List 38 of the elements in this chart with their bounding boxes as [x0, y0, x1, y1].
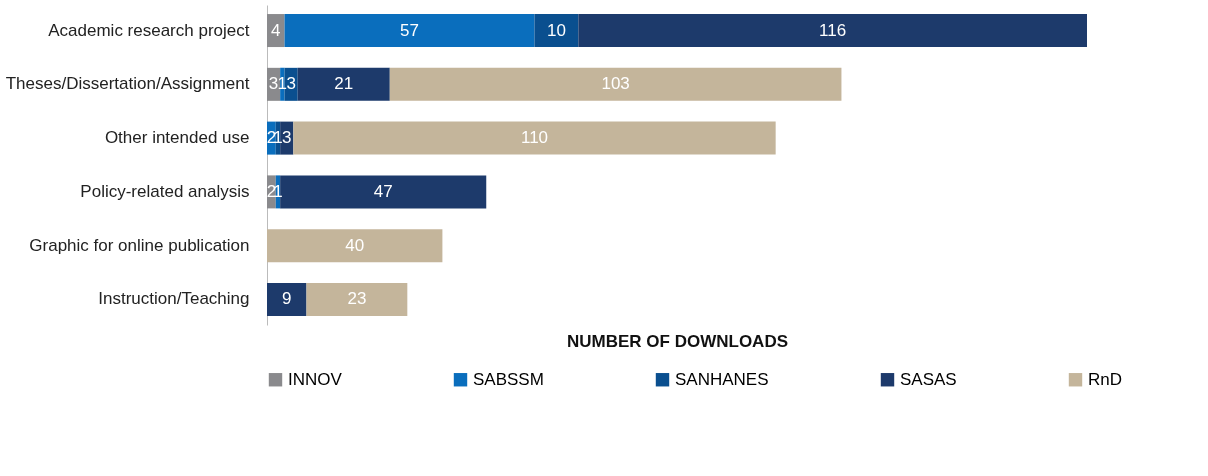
- data-label: 103: [601, 74, 630, 94]
- bar: [267, 229, 443, 263]
- data-label: 4: [271, 20, 281, 40]
- bar: [280, 175, 487, 209]
- bar: [297, 67, 390, 101]
- data-label: 1: [277, 74, 288, 94]
- bar: [284, 14, 535, 48]
- y-tick-label: Theses/Dissertation/Assignment: [5, 74, 250, 94]
- bar: [267, 14, 285, 48]
- y-tick-label: Academic research project: [48, 20, 250, 40]
- data-label: 57: [400, 20, 419, 40]
- data-label: 3: [268, 74, 279, 94]
- y-tick-label: Instruction/Teaching: [98, 289, 250, 309]
- y-tick-label: Graphic for online publication: [29, 235, 250, 255]
- data-label: 3: [286, 74, 296, 94]
- data-label: 10: [546, 20, 566, 40]
- bar: [578, 14, 1087, 48]
- legend-label: SASAS: [900, 369, 957, 389]
- bar: [267, 282, 307, 316]
- bar: [306, 282, 408, 316]
- bar: [389, 67, 842, 101]
- data-label: 110: [520, 128, 549, 148]
- legend-label: RnD: [1088, 369, 1123, 389]
- data-label: 47: [373, 181, 393, 201]
- data-label: 23: [347, 289, 367, 309]
- y-tick-label: Policy-related analysis: [80, 181, 250, 201]
- bar: [534, 14, 579, 48]
- legend-label: SANHANES: [675, 369, 769, 389]
- y-tick-label: Other intended use: [104, 128, 250, 148]
- data-label: 116: [819, 20, 847, 40]
- bar: [293, 121, 776, 155]
- data-label: 3: [282, 128, 292, 148]
- x-axis-title: NUMBER OF DOWNLOADS: [567, 331, 788, 351]
- legend-label: INNOV: [288, 369, 343, 389]
- legend-label: SABSSM: [473, 369, 544, 389]
- data-label: 40: [345, 235, 365, 255]
- data-label: 9: [282, 289, 292, 309]
- data-label: 21: [334, 74, 354, 94]
